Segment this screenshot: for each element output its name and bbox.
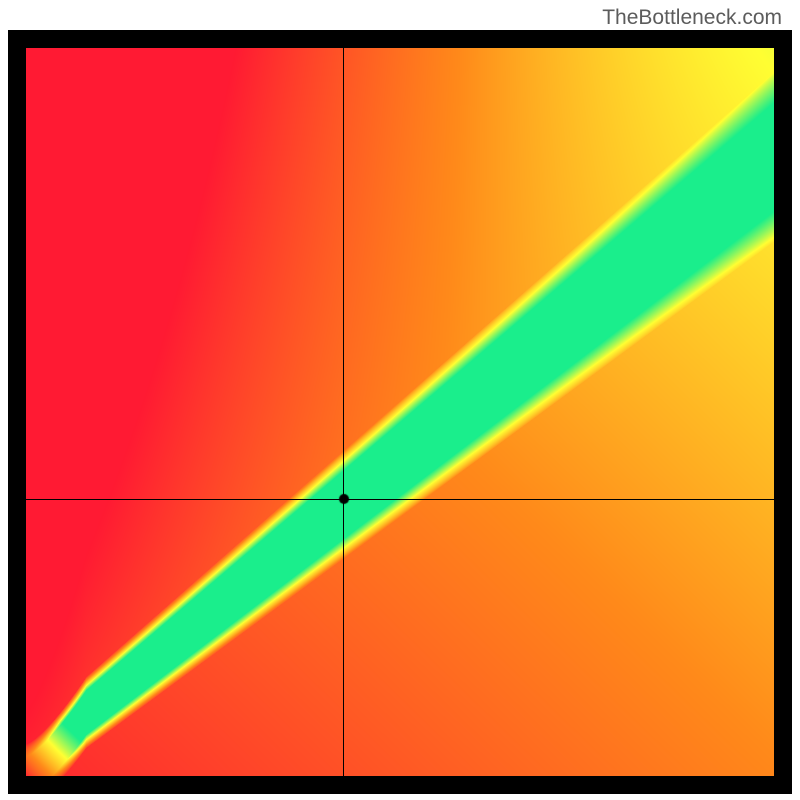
crosshair-horizontal: [26, 499, 774, 500]
heatmap-canvas: [26, 48, 774, 776]
watermark-text: TheBottleneck.com: [602, 6, 782, 30]
crosshair-dot: [338, 493, 350, 505]
chart-container: { "watermark": "TheBottleneck.com", "fra…: [0, 0, 800, 800]
crosshair-vertical: [343, 48, 344, 776]
